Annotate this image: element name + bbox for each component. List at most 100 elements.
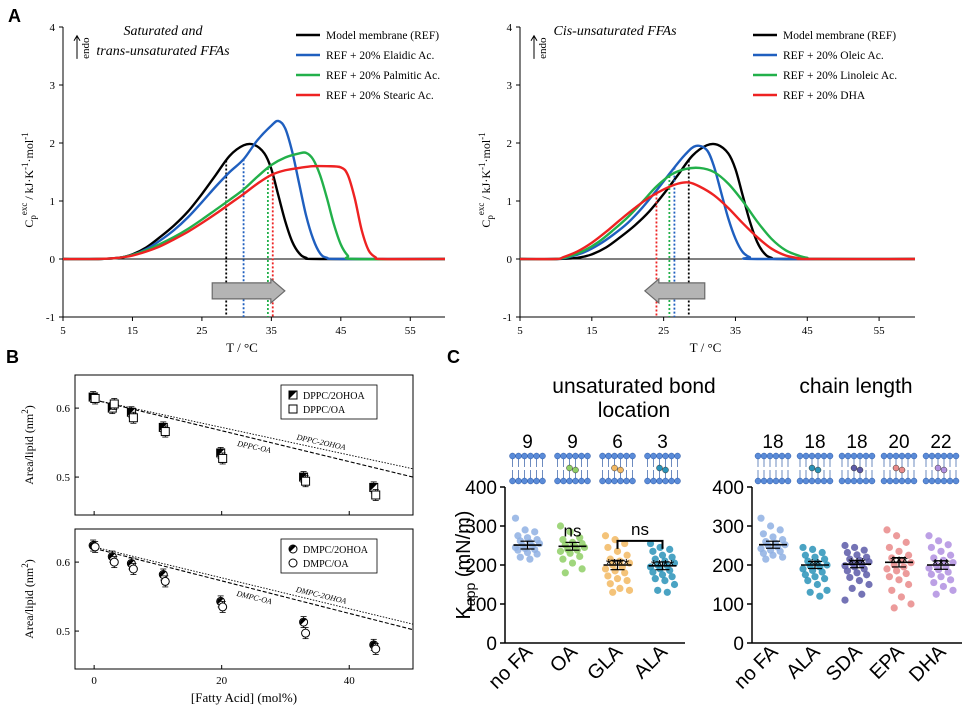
kapp-dot — [576, 534, 584, 542]
fit-line — [93, 547, 414, 631]
kapp-dot — [757, 514, 765, 522]
kapp-dot — [821, 575, 829, 583]
fit-line — [94, 546, 414, 625]
fa-marker — [617, 466, 624, 474]
fa-marker — [850, 464, 858, 472]
lipid-head — [772, 452, 780, 460]
lipid-head — [796, 477, 804, 485]
lipid-head — [814, 452, 822, 460]
fa-marker — [611, 464, 618, 472]
fit-line-label: DMPC-OA — [235, 589, 273, 606]
data-point — [90, 541, 100, 553]
kapp-dot — [927, 543, 936, 552]
legend-label: DMPC/2OHOA — [303, 545, 369, 556]
lipid-head — [820, 477, 828, 485]
fa-marker — [572, 466, 579, 474]
x-tick-label: 20 — [216, 675, 228, 687]
legend-label: REF + 20% Palmitic Ac. — [326, 70, 440, 82]
lipid-head — [802, 477, 810, 485]
lipid-head — [934, 477, 942, 485]
lipid-head — [611, 477, 618, 485]
marker-square — [109, 399, 119, 409]
kapp-dot — [621, 569, 629, 577]
series-line-0 — [519, 142, 916, 261]
legend-label: DPPC/2OHOA — [303, 391, 365, 402]
kapp-dot — [651, 555, 659, 563]
y-axis-label: Cpexc / kJ·K-1·mol-1 — [476, 132, 495, 227]
y-tick-label: 3 — [507, 80, 513, 92]
series-line-3 — [519, 181, 916, 261]
lipid-head — [898, 452, 906, 460]
y-tick-label: 0.5 — [56, 472, 70, 484]
y-tick-label: 1 — [507, 196, 513, 208]
kapp-dot — [658, 571, 667, 579]
lipid-head — [850, 452, 858, 460]
y-tick-label: -1 — [46, 312, 55, 324]
lipid-head — [796, 452, 804, 460]
endo-arrow-icon — [73, 34, 81, 41]
x-tick-label: 40 — [344, 675, 356, 687]
y-tick-label: 4 — [507, 22, 513, 34]
lipid-head — [808, 452, 816, 460]
marker-circle — [160, 576, 170, 586]
kapp-dot — [601, 532, 610, 540]
kapp-dot — [654, 586, 662, 594]
kapp-dot — [895, 576, 903, 584]
marker-circle — [90, 542, 100, 552]
kapp-dot — [841, 541, 849, 550]
lipid-bilayer-icon — [599, 452, 636, 485]
lipid-head — [904, 477, 912, 485]
kapp-dot — [890, 604, 898, 612]
lipid-head — [760, 452, 768, 460]
kapp-dot — [658, 551, 667, 559]
kapp-dot — [649, 547, 657, 555]
legend: DPPC/2OHOA DPPC/OA — [280, 384, 378, 420]
marker-fill — [289, 545, 296, 552]
kapp-dot — [578, 565, 586, 573]
data-point — [218, 452, 228, 465]
marker-square — [160, 427, 170, 437]
fa-marker — [898, 466, 906, 474]
kapp-dot — [939, 582, 948, 591]
plot-frame — [74, 374, 414, 516]
kapp-dot — [623, 551, 631, 559]
kapp-dot — [865, 580, 873, 589]
lipid-head — [611, 452, 618, 460]
lipid-head — [880, 477, 888, 485]
significance-bracket — [616, 539, 664, 549]
chart-title: Saturated and — [124, 24, 204, 39]
lipid-head — [760, 477, 768, 485]
lipid-head — [656, 477, 663, 485]
lipid-head — [766, 477, 774, 485]
lipid-head — [617, 477, 624, 485]
marker-fill — [159, 570, 167, 578]
kapp-dot — [855, 577, 864, 585]
lipid-head — [856, 452, 864, 460]
y-axis-label: Kapp (mN/m) — [453, 511, 478, 620]
significance-label: **** — [651, 557, 675, 574]
x-tick-label: 55 — [874, 325, 886, 337]
kapp-dot — [526, 555, 534, 563]
x-tick-label: 5 — [517, 325, 523, 337]
kapp-dot — [556, 522, 565, 530]
lipid-head — [928, 452, 936, 460]
kapp-dot — [806, 588, 814, 596]
significance-label: *** — [848, 555, 866, 572]
y-tick-label: 2 — [507, 138, 513, 150]
legend-label: REF + 20% DHA — [783, 90, 866, 102]
y-tick-label: 1 — [50, 196, 56, 208]
kapp-dot — [576, 552, 584, 561]
lipid-head — [554, 452, 561, 460]
lipid-head — [838, 452, 846, 460]
data-point — [128, 563, 138, 575]
y-tick-label: 300 — [712, 517, 744, 538]
lipid-head — [886, 477, 894, 485]
kapp-dot — [604, 572, 612, 580]
lipid-head — [599, 477, 606, 485]
lipid-head — [584, 452, 591, 460]
lipid-head — [802, 452, 810, 460]
data-point — [90, 392, 100, 405]
legend-box — [280, 538, 378, 574]
kapp-dot — [568, 559, 577, 567]
